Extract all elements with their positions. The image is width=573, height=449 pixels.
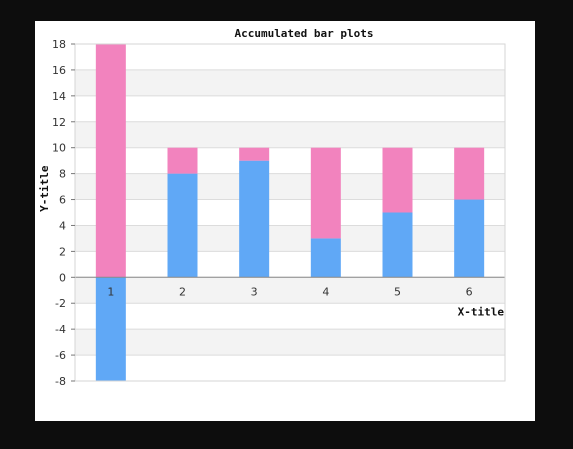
- grid-band: [75, 225, 505, 252]
- grid-band: [75, 44, 505, 70]
- grid-band: [75, 69, 505, 96]
- y-tick-label: -2: [55, 297, 66, 310]
- y-tick-label: 4: [59, 219, 66, 232]
- bar-segment-4-s1: [310, 238, 341, 278]
- y-tick-label: 18: [52, 38, 66, 51]
- x-tick-label: 6: [466, 285, 473, 298]
- x-tick-label: 3: [251, 285, 258, 298]
- x-tick-label: 5: [394, 285, 401, 298]
- grid-band: [75, 147, 505, 174]
- y-axis-title: Y-title: [38, 165, 51, 212]
- y-tick-label: 2: [59, 245, 66, 258]
- x-tick-labels: 1 2 3 4 5 6: [107, 285, 472, 298]
- grid-band: [75, 329, 505, 356]
- chart-title: Accumulated bar plots: [234, 27, 373, 40]
- bar-segment-3-s2: [239, 147, 270, 161]
- grid-band: [75, 251, 505, 278]
- plot-frame: [74, 43, 506, 382]
- bar-segment-5-s1: [382, 212, 413, 278]
- bar-segment-5-s2: [382, 147, 413, 213]
- x-tick-label: 1: [107, 285, 114, 298]
- y-tick-label: -4: [55, 323, 66, 336]
- bar-segment-3-s1: [239, 160, 270, 278]
- y-tick-label: -8: [55, 375, 66, 388]
- y-tick-label: 16: [52, 64, 66, 77]
- y-tick-label: 0: [59, 271, 66, 284]
- grid-band: [75, 199, 505, 226]
- y-tick-labels: -8 -6 -4 -2 0 2 4 6 8 10 12 14 16 18: [52, 38, 75, 388]
- bar-segment-2-s1: [167, 173, 198, 278]
- bar-segment-6-s1: [454, 199, 485, 278]
- x-tick-label: 2: [179, 285, 186, 298]
- y-tick-label: 12: [52, 116, 66, 129]
- bar-segment-6-s2: [454, 147, 485, 200]
- bar-segment-1-s1: [95, 277, 126, 381]
- x-tick-label: 4: [322, 285, 329, 298]
- bar-segment-4-s2: [310, 147, 341, 239]
- grid-band: [75, 277, 505, 304]
- grid-band: [75, 95, 505, 122]
- bar-segment-1-s2: [95, 44, 126, 278]
- x-axis-title: X-title: [458, 305, 505, 318]
- y-tick-label: 6: [59, 194, 66, 207]
- grid-band: [75, 121, 505, 148]
- background-bands: [75, 44, 505, 381]
- y-tick-label: 10: [52, 142, 66, 155]
- y-tick-label: 8: [59, 168, 66, 181]
- y-tick-label: 14: [52, 90, 66, 103]
- grid-band: [75, 355, 505, 381]
- y-tick-label: -6: [55, 349, 66, 362]
- bar-segment-2-s2: [167, 147, 198, 174]
- bars: [95, 44, 485, 381]
- grid-band: [75, 303, 505, 330]
- grid-band: [75, 173, 505, 200]
